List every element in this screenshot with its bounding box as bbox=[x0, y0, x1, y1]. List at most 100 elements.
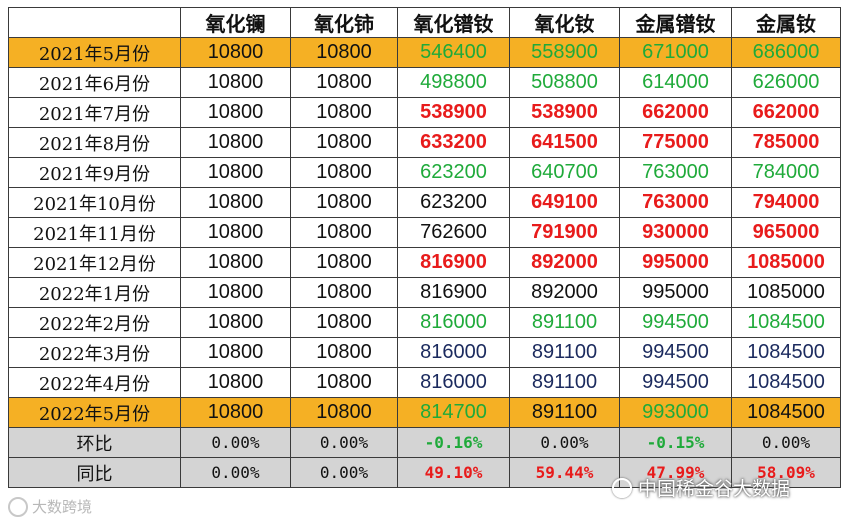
table-cell: 641500 bbox=[509, 127, 620, 158]
table-cell: 0.00% bbox=[509, 427, 620, 458]
table-row: 2021年11月份 10800 10800 762600 791900 930000 965… bbox=[8, 217, 841, 248]
table-cell: 816900 bbox=[397, 277, 510, 308]
table-cell: 10800 bbox=[290, 247, 398, 278]
table-cell: 794000 bbox=[731, 187, 841, 218]
table-row: 同比 0.00% 0.00% 49.10% 59.44% 47.99% 58.09% bbox=[8, 457, 841, 488]
header-nd-metal: 金属钕 bbox=[731, 7, 841, 38]
table-cell: 891100 bbox=[509, 367, 620, 398]
table-cell: 762600 bbox=[397, 217, 510, 248]
table-cell: 994500 bbox=[619, 337, 732, 368]
header-cerium-oxide: 氧化铈 bbox=[290, 7, 398, 38]
wechat-icon bbox=[612, 477, 632, 498]
watermark-right-text: 中国稀金谷大数据 bbox=[638, 478, 791, 500]
table-cell: 1084500 bbox=[731, 367, 841, 398]
table-cell: 791900 bbox=[509, 217, 620, 248]
table-row: 2021年7月份 10800 10800 538900 538900 662000 6620… bbox=[8, 97, 841, 128]
table-cell: 10800 bbox=[180, 307, 291, 338]
row-label: 2021年7月份 bbox=[8, 97, 181, 128]
table-row: 2021年8月份 10800 10800 633200 641500 775000 7850… bbox=[8, 127, 841, 158]
table-cell: 0.00% bbox=[180, 457, 291, 488]
table-cell: 623200 bbox=[397, 187, 510, 218]
table-cell: 784000 bbox=[731, 157, 841, 188]
table-cell: 0.00% bbox=[180, 427, 291, 458]
table-cell: 10800 bbox=[180, 37, 291, 68]
table-cell: 10800 bbox=[290, 127, 398, 158]
table-cell: 538900 bbox=[509, 97, 620, 128]
table-cell: 10800 bbox=[290, 217, 398, 248]
table-cell: 538900 bbox=[397, 97, 510, 128]
table-row: 2022年3月份 10800 10800 816000 891100 994500 1084… bbox=[8, 337, 841, 368]
table-row: 环比 0.00% 0.00% -0.16% 0.00% -0.15% 0.00% bbox=[8, 427, 841, 458]
row-label: 2021年9月份 bbox=[8, 157, 181, 188]
table-row: 2021年10月份 10800 10800 623200 649100 763000 794… bbox=[8, 187, 841, 218]
header-corner bbox=[8, 7, 181, 38]
table-cell: 930000 bbox=[619, 217, 732, 248]
header-prnd-oxide: 氧化镨钕 bbox=[397, 7, 510, 38]
table-cell: 671000 bbox=[619, 37, 732, 68]
table-body: 2021年5月份 10800 10800 546400 558900 671000 6860… bbox=[8, 37, 841, 488]
row-label: 2021年12月份 bbox=[8, 247, 181, 278]
row-label: 2021年5月份 bbox=[8, 37, 181, 68]
table-cell: 662000 bbox=[619, 97, 732, 128]
table-cell: 816000 bbox=[397, 367, 510, 398]
logo-icon bbox=[8, 496, 28, 517]
table-cell: 10800 bbox=[180, 157, 291, 188]
table-cell: 10800 bbox=[180, 247, 291, 278]
table-cell: 649100 bbox=[509, 187, 620, 218]
table-cell: 775000 bbox=[619, 127, 732, 158]
table-cell: 10800 bbox=[180, 97, 291, 128]
table-cell: 633200 bbox=[397, 127, 510, 158]
table-cell: 508800 bbox=[509, 67, 620, 98]
header-row: 氧化镧 氧化铈 氧化镨钕 氧化钕 金属镨钕 金属钕 bbox=[8, 7, 841, 38]
table-cell: 814700 bbox=[397, 397, 510, 428]
table-cell: 0.00% bbox=[290, 457, 398, 488]
row-label: 2021年11月份 bbox=[8, 217, 181, 248]
header-nd-oxide: 氧化钕 bbox=[509, 7, 620, 38]
table-cell: 816000 bbox=[397, 337, 510, 368]
table-cell: 1085000 bbox=[731, 247, 841, 278]
table-cell: 763000 bbox=[619, 187, 732, 218]
rare-earth-price-table: 氧化镧 氧化铈 氧化镨钕 氧化钕 金属镨钕 金属钕 2021年5月份 10800 1… bbox=[8, 7, 841, 488]
table-cell: 994500 bbox=[619, 307, 732, 338]
table-cell: 10800 bbox=[180, 337, 291, 368]
table-cell: 546400 bbox=[397, 37, 510, 68]
table-cell: 10800 bbox=[290, 367, 398, 398]
table-cell: -0.16% bbox=[397, 427, 510, 458]
table-cell: 10800 bbox=[290, 67, 398, 98]
table-cell: 993000 bbox=[619, 397, 732, 428]
table-cell: 891100 bbox=[509, 337, 620, 368]
table-cell: 49.10% bbox=[397, 457, 510, 488]
row-label: 2021年10月份 bbox=[8, 187, 181, 218]
table-cell: 10800 bbox=[290, 397, 398, 428]
table-cell: 892000 bbox=[509, 247, 620, 278]
row-label: 2022年3月份 bbox=[8, 337, 181, 368]
header-lanthanum-oxide: 氧化镧 bbox=[180, 7, 291, 38]
table-cell: 10800 bbox=[180, 397, 291, 428]
table-cell: 10800 bbox=[290, 37, 398, 68]
table-cell: 1084500 bbox=[731, 307, 841, 338]
table-row: 2021年9月份 10800 10800 623200 640700 763000 7840… bbox=[8, 157, 841, 188]
table-cell: 763000 bbox=[619, 157, 732, 188]
table-cell: 891100 bbox=[509, 307, 620, 338]
table-cell: 891100 bbox=[509, 397, 620, 428]
row-label: 2022年5月份 bbox=[8, 397, 181, 428]
row-label: 2021年8月份 bbox=[8, 127, 181, 158]
table-cell: 10800 bbox=[180, 217, 291, 248]
table-row: 2021年12月份 10800 10800 816900 892000 995000 108… bbox=[8, 247, 841, 278]
table-row: 2021年5月份 10800 10800 546400 558900 671000 6860… bbox=[8, 37, 841, 68]
row-label: 2022年1月份 bbox=[8, 277, 181, 308]
table-cell: 995000 bbox=[619, 247, 732, 278]
row-label: 2021年6月份 bbox=[8, 67, 181, 98]
watermark-right: 中国稀金谷大数据 bbox=[612, 474, 790, 501]
row-label: 2022年4月份 bbox=[8, 367, 181, 398]
table-cell: 10800 bbox=[180, 187, 291, 218]
table-row: 2022年2月份 10800 10800 816000 891100 994500 1084… bbox=[8, 307, 841, 338]
table-cell: 10800 bbox=[180, 127, 291, 158]
table-cell: 558900 bbox=[509, 37, 620, 68]
watermark-left-text: 大数跨境 bbox=[32, 498, 93, 516]
table-cell: -0.15% bbox=[619, 427, 732, 458]
row-label: 2022年2月份 bbox=[8, 307, 181, 338]
table-cell: 686000 bbox=[731, 37, 841, 68]
watermark-left: 大数跨境 bbox=[8, 496, 92, 517]
table-cell: 785000 bbox=[731, 127, 841, 158]
